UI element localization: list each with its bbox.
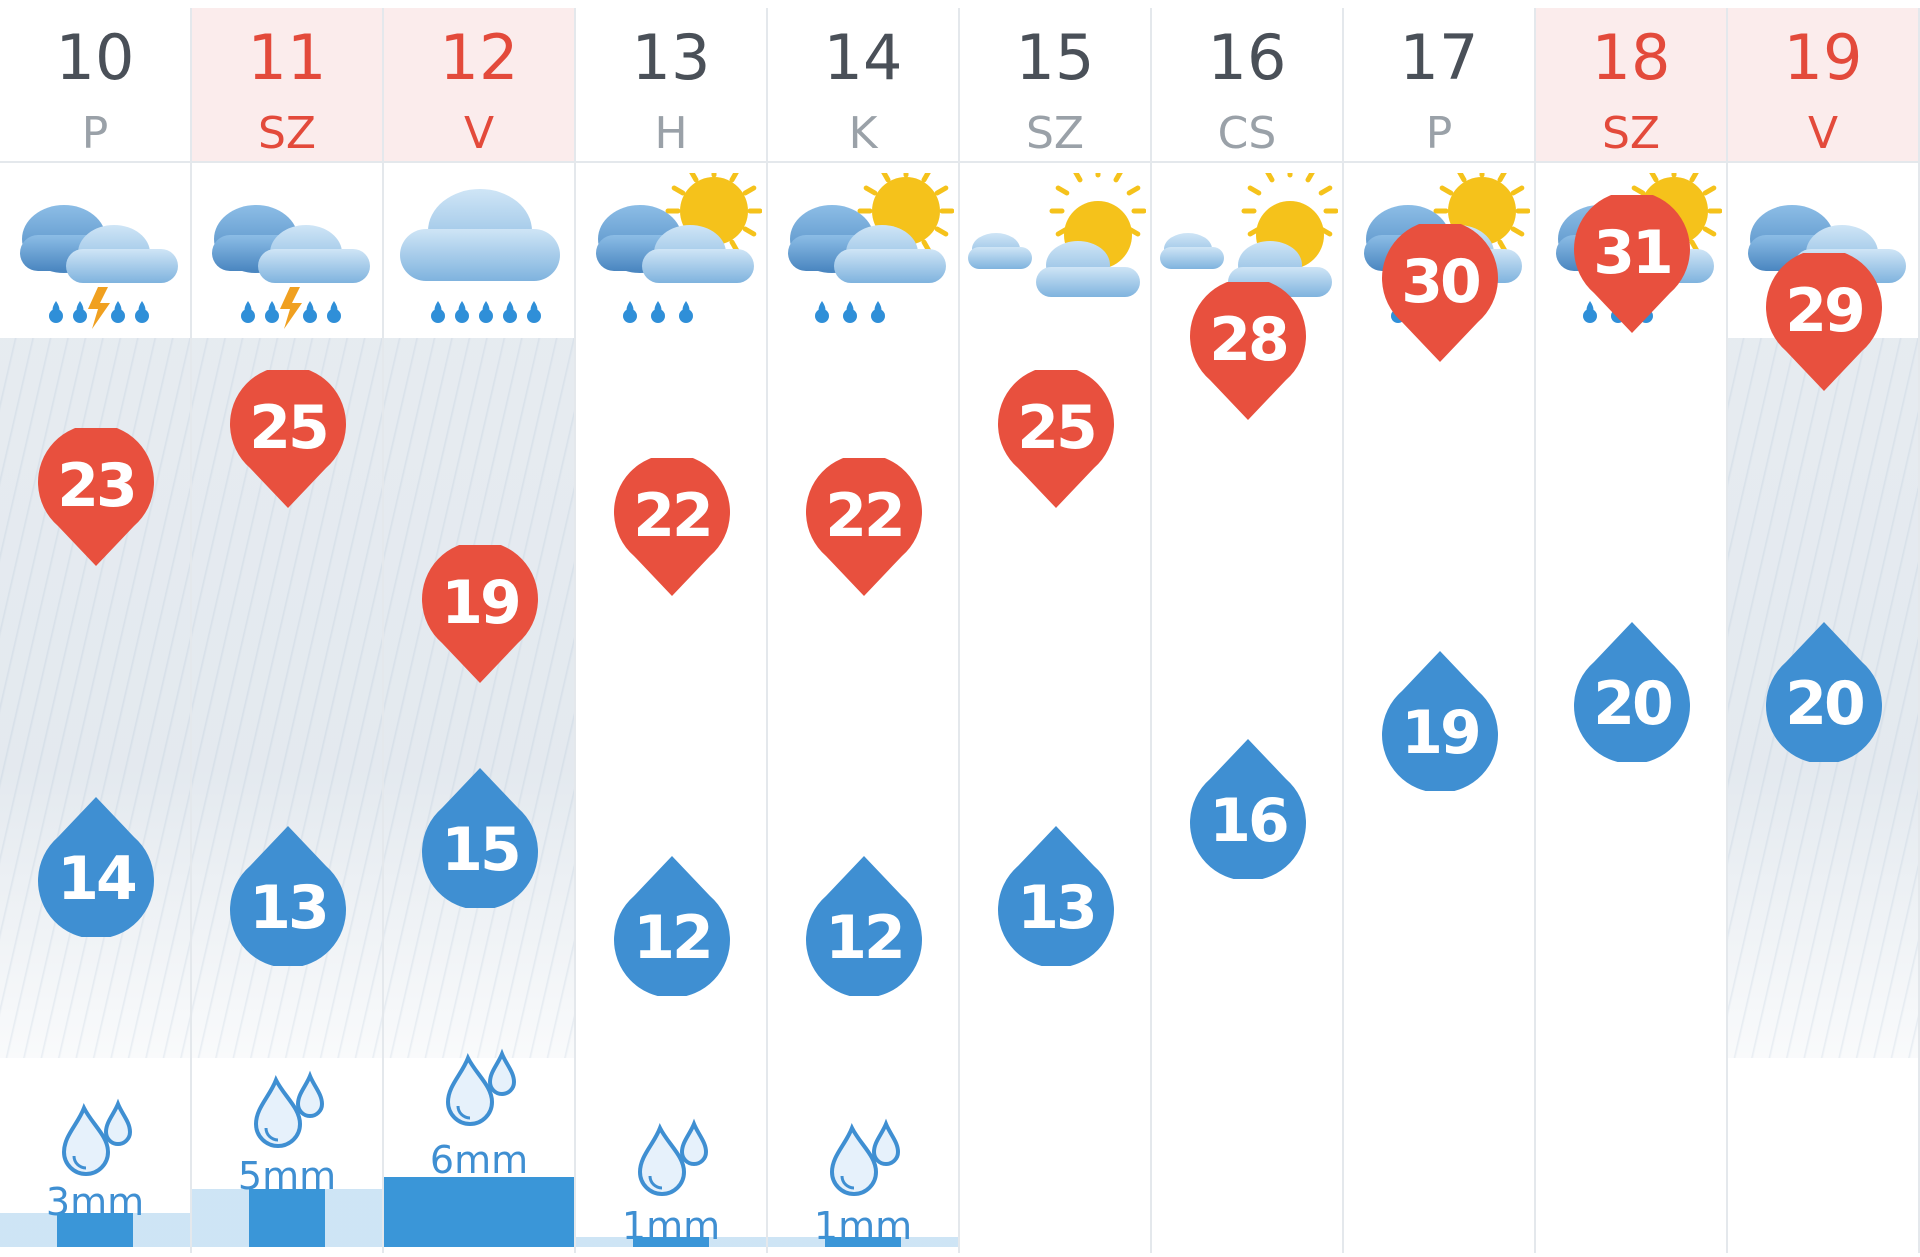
day-header: 14 K	[768, 8, 958, 163]
min-temp-value: 15	[441, 815, 522, 885]
day-number: 15	[1015, 21, 1095, 94]
min-temp-drop: 20	[1766, 622, 1882, 762]
max-temp-pin: 28	[1190, 282, 1306, 421]
precipitation-bar	[192, 1189, 382, 1247]
precipitation-drops-icon	[240, 1070, 336, 1154]
max-temp-value: 25	[1017, 393, 1098, 463]
precipitation-drops-icon	[432, 1048, 528, 1132]
rain-thunder-icon	[198, 173, 378, 333]
max-temp-pin: 25	[998, 370, 1114, 508]
day-column-14[interactable]: 14 K 12 22 1mm	[768, 8, 960, 1253]
min-temp-drop: 16	[1190, 738, 1306, 879]
day-column-12[interactable]: 12 V 15 19 6mm	[384, 8, 576, 1253]
precipitation-drops-icon	[48, 1098, 144, 1182]
day-of-week: H	[654, 108, 688, 159]
day-number: 16	[1207, 21, 1287, 94]
min-temp-drop: 13	[230, 826, 346, 967]
day-of-week: SZ	[1601, 108, 1661, 159]
day-of-week: P	[1425, 108, 1453, 159]
day-number: 14	[823, 21, 903, 94]
min-temp-value: 20	[1785, 669, 1866, 739]
day-header: 10 P	[0, 8, 190, 163]
day-header: 12 V	[384, 8, 574, 163]
max-temp-value: 23	[57, 451, 138, 522]
max-temp-value: 31	[1593, 217, 1674, 288]
max-temp-value: 25	[249, 393, 330, 463]
sun-cloud-rain-icon	[774, 162, 955, 333]
day-column-15[interactable]: 15 SZ 13 25	[960, 8, 1152, 1253]
max-temp-pin: 22	[614, 457, 730, 596]
day-header: 19 V	[1728, 8, 1918, 163]
precipitation-bar	[384, 1177, 574, 1247]
max-temp-pin: 29	[1766, 253, 1882, 392]
day-of-week: P	[81, 108, 109, 159]
min-temp-drop: 20	[1574, 622, 1690, 762]
day-column-19[interactable]: 19 V 20 29	[1728, 8, 1920, 1253]
max-temp-pin: 19	[422, 545, 538, 684]
day-of-week: V	[1807, 108, 1839, 159]
min-temp-value: 16	[1209, 785, 1290, 856]
max-temp-pin: 22	[806, 457, 922, 596]
min-temp-drop: 19	[1382, 651, 1498, 792]
day-of-week: SZ	[257, 108, 317, 159]
precipitation-bar	[576, 1237, 766, 1247]
day-of-week: CS	[1217, 108, 1277, 159]
day-column-16[interactable]: 16 CS 16 28	[1152, 8, 1344, 1253]
day-number: 13	[631, 21, 711, 94]
precipitation-bar	[768, 1237, 958, 1247]
max-temp-pin: 23	[38, 428, 154, 567]
precipitation-amount: 6mm	[429, 1138, 529, 1182]
precipitation-drops-icon	[624, 1118, 720, 1202]
day-column-10[interactable]: 10 P 14 23 3mm	[0, 8, 192, 1253]
day-number: 19	[1783, 21, 1863, 94]
min-temp-drop: 14	[38, 797, 154, 938]
max-temp-value: 30	[1401, 247, 1482, 317]
precipitation-bar	[0, 1213, 190, 1247]
day-header: 16 CS	[1152, 8, 1342, 163]
day-header: 18 SZ	[1536, 8, 1726, 163]
day-number: 11	[247, 21, 327, 94]
max-temp-pin: 31	[1574, 194, 1690, 333]
min-temp-value: 14	[57, 844, 138, 915]
sun-cloud-rain-icon	[582, 162, 763, 333]
day-column-13[interactable]: 13 H 12 22 1mm	[576, 8, 768, 1253]
max-temp-value: 22	[633, 480, 714, 551]
min-temp-drop: 15	[422, 768, 538, 908]
rain-thunder-icon	[6, 173, 186, 333]
min-temp-value: 20	[1593, 669, 1674, 739]
heavy-rain-icon	[390, 173, 570, 333]
min-temp-value: 12	[825, 902, 906, 973]
max-temp-value: 19	[441, 568, 522, 639]
max-temp-value: 28	[1209, 305, 1290, 376]
day-of-week: SZ	[1025, 108, 1085, 159]
partly-cloudy-icon	[966, 162, 1147, 333]
day-header: 15 SZ	[960, 8, 1150, 163]
min-temp-drop: 13	[998, 826, 1114, 967]
min-temp-drop: 12	[806, 855, 922, 996]
max-temp-pin: 25	[230, 370, 346, 508]
rain-background	[384, 338, 574, 1058]
min-temp-drop: 12	[614, 855, 730, 996]
max-temp-value: 22	[825, 480, 906, 551]
day-column-17[interactable]: 17 P 19 30	[1344, 8, 1536, 1253]
min-temp-value: 13	[1017, 873, 1098, 944]
day-number: 12	[439, 21, 519, 94]
day-column-18[interactable]: 18 SZ 20 31	[1536, 8, 1728, 1253]
day-header: 13 H	[576, 8, 766, 163]
day-of-week: K	[848, 108, 878, 159]
min-temp-value: 19	[1401, 698, 1482, 769]
day-header: 17 P	[1344, 8, 1534, 163]
day-number: 17	[1399, 21, 1479, 94]
precipitation-drops-icon	[816, 1118, 912, 1202]
min-temp-value: 12	[633, 902, 714, 973]
max-temp-value: 29	[1785, 276, 1866, 347]
day-of-week: V	[463, 108, 495, 159]
day-number: 18	[1591, 21, 1671, 94]
day-header: 11 SZ	[192, 8, 382, 163]
min-temp-value: 13	[249, 873, 330, 944]
max-temp-pin: 30	[1382, 224, 1498, 362]
day-number: 10	[55, 21, 135, 94]
day-column-11[interactable]: 11 SZ 13 25 5mm	[192, 8, 384, 1253]
